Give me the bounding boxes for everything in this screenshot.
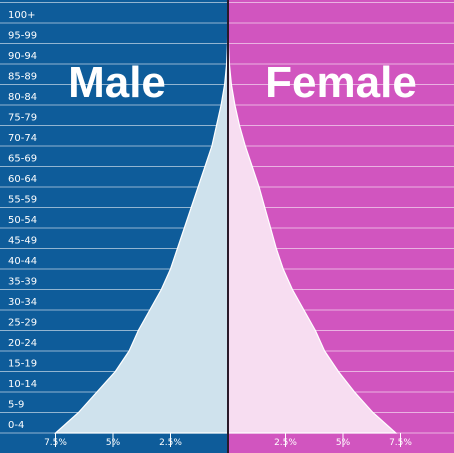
male-population-area (53, 2, 229, 434)
female-axis-tick-label: 5% (336, 438, 351, 448)
age-group-label: 75-79 (8, 113, 37, 124)
age-group-label: 15-19 (8, 359, 37, 370)
age-group-label: 60-64 (8, 174, 37, 185)
age-group-label: 30-34 (8, 297, 37, 308)
age-group-label: 10-14 (8, 379, 37, 390)
age-group-label: 85-89 (8, 72, 37, 83)
x-axis-ticks: 7.5% 5% 2.5% 2.5% 5% 7.5% (44, 433, 412, 448)
male-axis-tick-label: 2.5% (159, 438, 182, 448)
age-group-label: 20-24 (8, 338, 37, 349)
age-group-label: 45-49 (8, 236, 37, 247)
age-group-label: 50-54 (8, 215, 37, 226)
male-axis-tick-label: 7.5% (44, 438, 67, 448)
age-group-label: 0-4 (8, 420, 24, 431)
age-group-label: 100+ (8, 10, 35, 21)
female-axis-tick-label: 2.5% (274, 438, 297, 448)
age-group-label: 80-84 (8, 92, 37, 103)
age-group-label: 70-74 (8, 133, 37, 144)
age-group-label: 55-59 (8, 195, 37, 206)
male-panel-title: Male (68, 58, 166, 107)
female-panel-title: Female (265, 58, 417, 107)
age-group-label: 65-69 (8, 154, 37, 165)
female-population-area (227, 2, 398, 434)
age-group-label: 40-44 (8, 256, 37, 267)
age-group-label: 5-9 (8, 400, 24, 411)
age-group-label: 35-39 (8, 277, 37, 288)
age-group-label: 90-94 (8, 51, 37, 62)
age-group-label: 25-29 (8, 318, 37, 329)
age-group-labels: 0-4 5-9 10-14 15-19 20-24 25-29 30-34 35-39 40-4… (8, 10, 37, 431)
age-group-label: 95-99 (8, 31, 37, 42)
male-axis-tick-label: 5% (106, 438, 121, 448)
female-axis-tick-label: 7.5% (389, 438, 412, 448)
